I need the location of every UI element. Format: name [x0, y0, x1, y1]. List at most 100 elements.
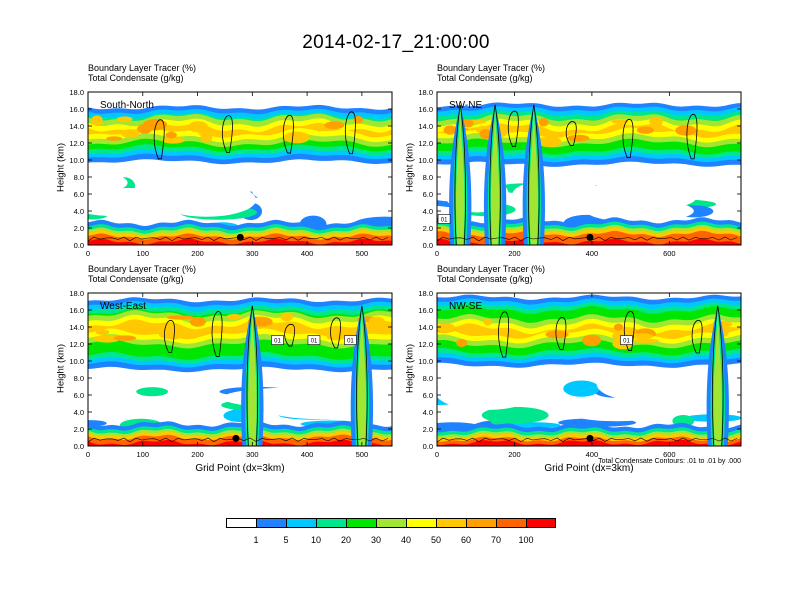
legend-swatch: [376, 518, 406, 528]
condensate-band-0: [88, 104, 392, 165]
mid-level-patch: [136, 387, 169, 397]
core-cell: [711, 320, 733, 328]
clear-zone: [564, 399, 670, 422]
boundary-layer-band-2: [437, 224, 741, 245]
condensate-contour: [282, 114, 294, 154]
boundary-layer-band-3: [437, 433, 741, 446]
condensate-contour: [712, 305, 724, 446]
y-tick-label: 12.0: [69, 340, 84, 349]
mid-level-patch: [206, 222, 240, 234]
mid-level-patch: [672, 414, 695, 427]
y-tick-label: 2.0: [423, 425, 433, 434]
clear-zone: [326, 384, 392, 408]
mid-level-patch: [581, 194, 622, 205]
x-tick-label: 200: [508, 249, 521, 258]
condensate-contour: [211, 311, 223, 357]
y-tick-label: 4.0: [74, 408, 84, 417]
contour-tag: 01: [344, 335, 357, 345]
mid-level-patch: [638, 199, 716, 209]
page-title: 2014-02-17_21:00:00: [302, 32, 490, 53]
condensate-band-0: [88, 297, 392, 373]
mid-level-patch: [300, 420, 364, 428]
clear-zone: [88, 172, 128, 193]
core-cell: [479, 128, 493, 140]
plot-frame: [87, 292, 393, 447]
condensate-band-2: [88, 304, 392, 364]
convective-plume: [449, 104, 472, 245]
x-tick-label: 400: [301, 450, 314, 459]
clear-zone: [168, 170, 252, 205]
y-tick-label: 12.0: [69, 139, 84, 148]
convective-plume: [706, 305, 729, 446]
core-cell: [226, 313, 243, 320]
core-cell: [280, 312, 293, 322]
mid-level-patch: [574, 185, 616, 200]
condensate-contour: [528, 104, 540, 245]
x-tick-label: 500: [356, 450, 369, 459]
legend-swatch: [436, 518, 466, 528]
core-cell: [368, 316, 385, 326]
condensate-band-2: [88, 112, 392, 156]
y-tick-label: 14.0: [69, 122, 84, 131]
convective-plume: [526, 104, 542, 245]
panel-title-line2: Total Condensate (g/kg): [437, 73, 533, 83]
core-cell: [124, 324, 150, 330]
mid-level-patch: [251, 388, 321, 402]
mid-level-patch: [563, 214, 610, 231]
condensate-band-0: [437, 102, 741, 167]
plot-area: 01 NW-SE 0.0 2.0 4.0 6.0 8.0 10.0 12.0 14.0 16.0 18…: [418, 289, 742, 459]
contour-footnote: Total Condensate Contours: .01 to .01 by…: [598, 458, 741, 465]
condensate-band-0: [437, 294, 741, 368]
core-cell: [649, 116, 663, 127]
svg-text:01: 01: [274, 339, 281, 345]
y-tick-label: 10.0: [418, 156, 433, 165]
core-cell: [545, 330, 569, 339]
boundary-layer-band-5: [88, 439, 392, 446]
x-tick-label: 400: [301, 249, 314, 258]
core-cell: [247, 316, 273, 327]
y-tick-label: 4.0: [423, 207, 433, 216]
legend-swatch: [346, 518, 376, 528]
condensate-contour: [164, 320, 175, 353]
core-cell: [566, 134, 590, 142]
legend-label: 70: [490, 535, 501, 545]
convective-plume: [522, 104, 545, 245]
clear-zone: [596, 366, 685, 401]
x-tick-label: 200: [508, 450, 521, 459]
x-axis-label: Grid Point (dx=3km): [544, 463, 634, 474]
mid-level-patch: [592, 381, 638, 398]
y-axis-label: Height (km): [55, 142, 67, 192]
condensate-contour: [153, 119, 165, 160]
plot-frame: [87, 91, 393, 246]
core-cell: [611, 119, 629, 124]
core-cell: [582, 334, 601, 347]
condensate-contour: [555, 317, 567, 350]
convective-plume: [241, 305, 264, 446]
y-tick-label: 6.0: [423, 391, 433, 400]
y-tick-label: 10.0: [69, 156, 84, 165]
condensate-band-1: [437, 298, 741, 364]
core-cell: [134, 328, 154, 333]
condensate-contour: [622, 118, 634, 158]
surface-contour: [88, 437, 389, 443]
convective-plume: [710, 305, 725, 446]
mid-level-patch: [598, 190, 640, 201]
mid-level-patch: [480, 197, 501, 210]
contour-tag: 01: [437, 214, 451, 224]
y-axis-label: Height (km): [404, 142, 416, 192]
core-cell: [324, 121, 345, 130]
condensate-band-2: [437, 302, 741, 360]
plot-area: 01 SW-NE 0.0 2.0 4.0 6.0 8.0 10.0 12.0 14.0 16.0 18…: [418, 88, 742, 258]
legend-swatch: [256, 518, 286, 528]
y-tick-label: 18.0: [418, 289, 433, 298]
clear-zone: [437, 376, 536, 410]
boundary-layer-band-1: [437, 221, 741, 245]
boundary-layer-band-0: [88, 219, 392, 245]
legend-label: 100: [518, 535, 534, 545]
plot-frame: [436, 292, 742, 447]
legend-label: 30: [370, 535, 381, 545]
core-cell: [632, 338, 660, 343]
y-tick-label: 6.0: [74, 190, 84, 199]
condensate-contour: [246, 305, 259, 446]
y-tick-label: 6.0: [423, 190, 433, 199]
